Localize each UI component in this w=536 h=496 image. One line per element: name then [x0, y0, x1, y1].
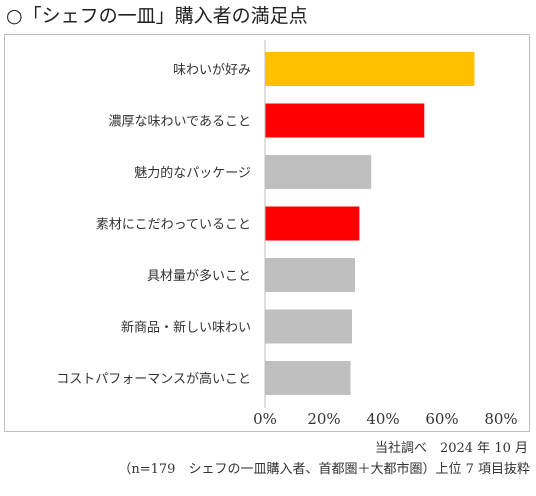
chart-frame: 味わいが好み濃厚な味わいであること魅力的なパッケージ素材にこだわっていること具材… — [4, 34, 530, 432]
source-note: 当社調べ 2024 年 10 月 — [374, 441, 528, 456]
category-label-1: 味わいが好み — [173, 63, 251, 78]
x-tick-label-603: 60% — [425, 410, 458, 428]
bar-5 — [265, 258, 355, 292]
category-label-6: 新商品・新しい味わい — [121, 320, 251, 336]
bar-4 — [265, 206, 360, 241]
bar-7 — [265, 361, 351, 395]
sample-note: （n=179 シェフの一皿購入者、首都圏＋大都市圏）上位 7 項目抜粋 — [118, 462, 530, 477]
bar-6 — [265, 309, 353, 344]
category-label-4: 素材にこだわっていること — [96, 218, 251, 233]
bar-1 — [265, 52, 475, 86]
x-tick-label-201: 20% — [307, 410, 340, 428]
chart-title: ○「シェフの一皿」購入者の満足点 — [6, 5, 308, 27]
bar-3 — [265, 155, 372, 189]
x-tick-label-804: 80% — [484, 410, 517, 428]
bar-chart: 味わいが好み濃厚な味わいであること魅力的なパッケージ素材にこだわっていること具材… — [56, 40, 518, 428]
category-label-3: 魅力的なパッケージ — [134, 165, 251, 181]
x-tick-label-00: 0% — [253, 410, 277, 428]
category-label-7: コストパフォーマンスが高いこと — [56, 371, 251, 387]
bar-2 — [265, 103, 425, 138]
x-tick-label-402: 40% — [366, 410, 399, 428]
category-label-5: 具材量が多いこと — [147, 268, 251, 284]
category-label-2: 濃厚な味わいであること — [109, 115, 251, 130]
